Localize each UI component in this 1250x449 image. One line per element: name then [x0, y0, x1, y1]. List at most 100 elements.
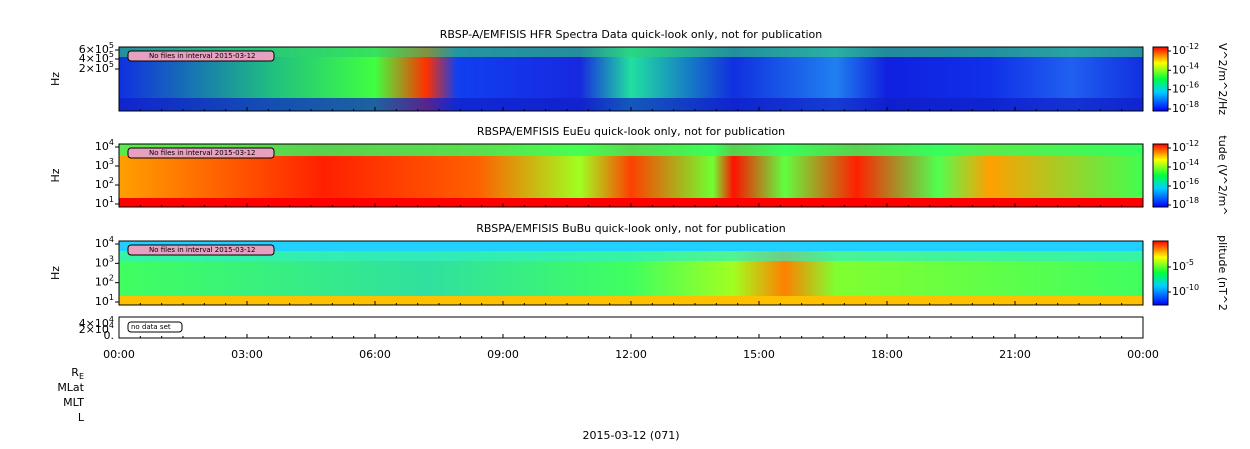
colorbar-tick-label-base: 10: [1172, 179, 1186, 192]
note: No files in interval 2015-03-12: [149, 52, 255, 60]
colorbar-tick-label-base: 10: [1172, 63, 1186, 76]
note-box: No files in interval 2015-03-12: [127, 244, 275, 256]
colorbar-tick-label-base: 10: [1172, 44, 1186, 57]
y-tick-label: 102: [95, 273, 114, 289]
colorbar-tick-label: 10-14: [1172, 61, 1199, 77]
colorbar-tick-label: 10-16: [1172, 177, 1199, 193]
colorbar-tick-label-exp: -12: [1186, 139, 1199, 148]
y-tick-label: 4×105: [79, 50, 114, 66]
y-tick-label: 103: [95, 157, 114, 173]
colorbar-tick-label: 10-10: [1172, 283, 1199, 299]
y-tick-label: 102: [95, 176, 114, 192]
x-tick-label: 06:00: [359, 348, 391, 361]
ephemeris-label: RE: [71, 366, 84, 381]
colorbar-tick-label: 10-16: [1172, 80, 1199, 96]
y-tick-label: 104: [95, 138, 114, 154]
spectrogram-3: [119, 241, 1143, 305]
y-tick-label-base: 4×10: [79, 317, 109, 330]
y-tick-label-base: 10: [95, 178, 109, 191]
y-tick-label-exp: 4: [109, 315, 114, 324]
colorbar-label: tude (V^2/m^: [1216, 135, 1229, 215]
y-tick-label-exp: 2: [109, 176, 114, 185]
colorbar-tick-label-exp: -16: [1186, 80, 1199, 89]
y-tick-label-exp: 5: [109, 41, 114, 50]
spectrogram-2: [119, 144, 1143, 207]
note-frame: [127, 147, 275, 159]
colorbar-tick-label-exp: -18: [1186, 100, 1199, 109]
colorbar-tick-label-exp: -5: [1186, 258, 1194, 267]
y-tick-label: 2×105: [79, 60, 114, 76]
colorbar-tick-label-exp: -18: [1186, 196, 1199, 205]
note-frame: [127, 244, 275, 256]
colorbar-tick-label-base: 10: [1172, 141, 1186, 154]
y-tick-label: 4×104: [79, 315, 114, 331]
colorbar-tick-label-exp: -16: [1186, 177, 1199, 186]
ephemeris-label-text: L: [78, 411, 85, 424]
colorbar-tick-label-base: 10: [1172, 160, 1186, 173]
y-tick-label-base: 2×10: [79, 323, 109, 336]
note-frame: [127, 321, 183, 333]
y-tick-label-base: 10: [95, 295, 109, 308]
panel-title: RBSPA/EMFISIS BuBu quick-look only, not …: [476, 222, 786, 235]
colorbar-tick-label-exp: -12: [1186, 42, 1199, 51]
y-tick-label-exp: 4: [109, 235, 114, 244]
x-tick-label: 15:00: [743, 348, 775, 361]
colorbar-tick-label: 10-12: [1172, 139, 1199, 155]
ephemeris-label: L: [78, 411, 85, 424]
note-box: No files in interval 2015-03-12: [127, 147, 275, 159]
note: no data set: [131, 323, 171, 331]
note-frame: [127, 50, 275, 62]
colorbar-tick-label-base: 10: [1172, 83, 1186, 96]
y-axis-label: Hz: [49, 72, 62, 86]
colorbar-tick-label-exp: -14: [1186, 158, 1199, 167]
x-tick-label: 00:00: [103, 348, 135, 361]
x-tick-label: 03:00: [231, 348, 263, 361]
colorbar-tick-label: 10-5: [1172, 258, 1194, 274]
x-tick-label: 21:00: [999, 348, 1031, 361]
colorbar-tick-label-base: 10: [1172, 102, 1186, 115]
colorbar-tick-label: 10-18: [1172, 196, 1199, 212]
ephemeris-label: MLat: [57, 381, 84, 394]
y-tick-label-exp: 4: [109, 138, 114, 147]
y-tick-label: 101: [95, 195, 114, 211]
colorbar-tick-label-base: 10: [1172, 260, 1186, 273]
y-tick-label-exp: 1: [109, 195, 114, 204]
colorbar-tick-label-exp: -10: [1186, 283, 1199, 292]
x-tick-label: 12:00: [615, 348, 647, 361]
colorbar-tick-label-base: 10: [1172, 285, 1186, 298]
y-tick-label-exp: 5: [109, 60, 114, 69]
y-tick-label-base: 10: [95, 256, 109, 269]
ephemeris-label: MLT: [63, 396, 84, 409]
y-tick-label-exp: 2: [109, 273, 114, 282]
colorbar-tick-label: 10-12: [1172, 42, 1199, 58]
colorbar-tick-label-exp: -14: [1186, 61, 1199, 70]
y-tick-label-exp: 3: [109, 157, 114, 166]
y-tick-label-base: 0.: [104, 329, 115, 342]
note: No files in interval 2015-03-12: [149, 246, 255, 254]
colorbar-tick-label: 10-14: [1172, 158, 1199, 174]
y-tick-label-base: 10: [95, 237, 109, 250]
y-tick-label: 101: [95, 293, 114, 309]
note: No files in interval 2015-03-12: [149, 149, 255, 157]
y-tick-label: 6×105: [79, 41, 114, 57]
ephemeris-label-text: R: [71, 366, 79, 379]
y-tick-label-base: 6×10: [79, 43, 109, 56]
y-tick-label-base: 10: [95, 276, 109, 289]
x-tick-label: 09:00: [487, 348, 519, 361]
y-tick-label: 104: [95, 235, 114, 251]
x-tick-label: 18:00: [871, 348, 903, 361]
colorbar-label: plitude (nT^2: [1216, 235, 1229, 311]
y-tick-label-base: 10: [95, 159, 109, 172]
y-axis-label: Hz: [49, 168, 62, 182]
y-tick-label-exp: 4: [109, 321, 114, 330]
ephemeris-subscript: E: [79, 372, 84, 381]
panel-title: RBSPA/EMFISIS EuEu quick-look only, not …: [477, 125, 785, 138]
y-tick-label-base: 2×10: [79, 62, 109, 75]
ephemeris-label-text: MLat: [57, 381, 84, 394]
y-tick-label: 2×104: [79, 321, 114, 337]
ephemeris-label-text: MLT: [63, 396, 84, 409]
y-tick-label: 103: [95, 254, 114, 270]
note-box: No files in interval 2015-03-12: [127, 50, 275, 62]
y-tick-label-exp: 1: [109, 293, 114, 302]
